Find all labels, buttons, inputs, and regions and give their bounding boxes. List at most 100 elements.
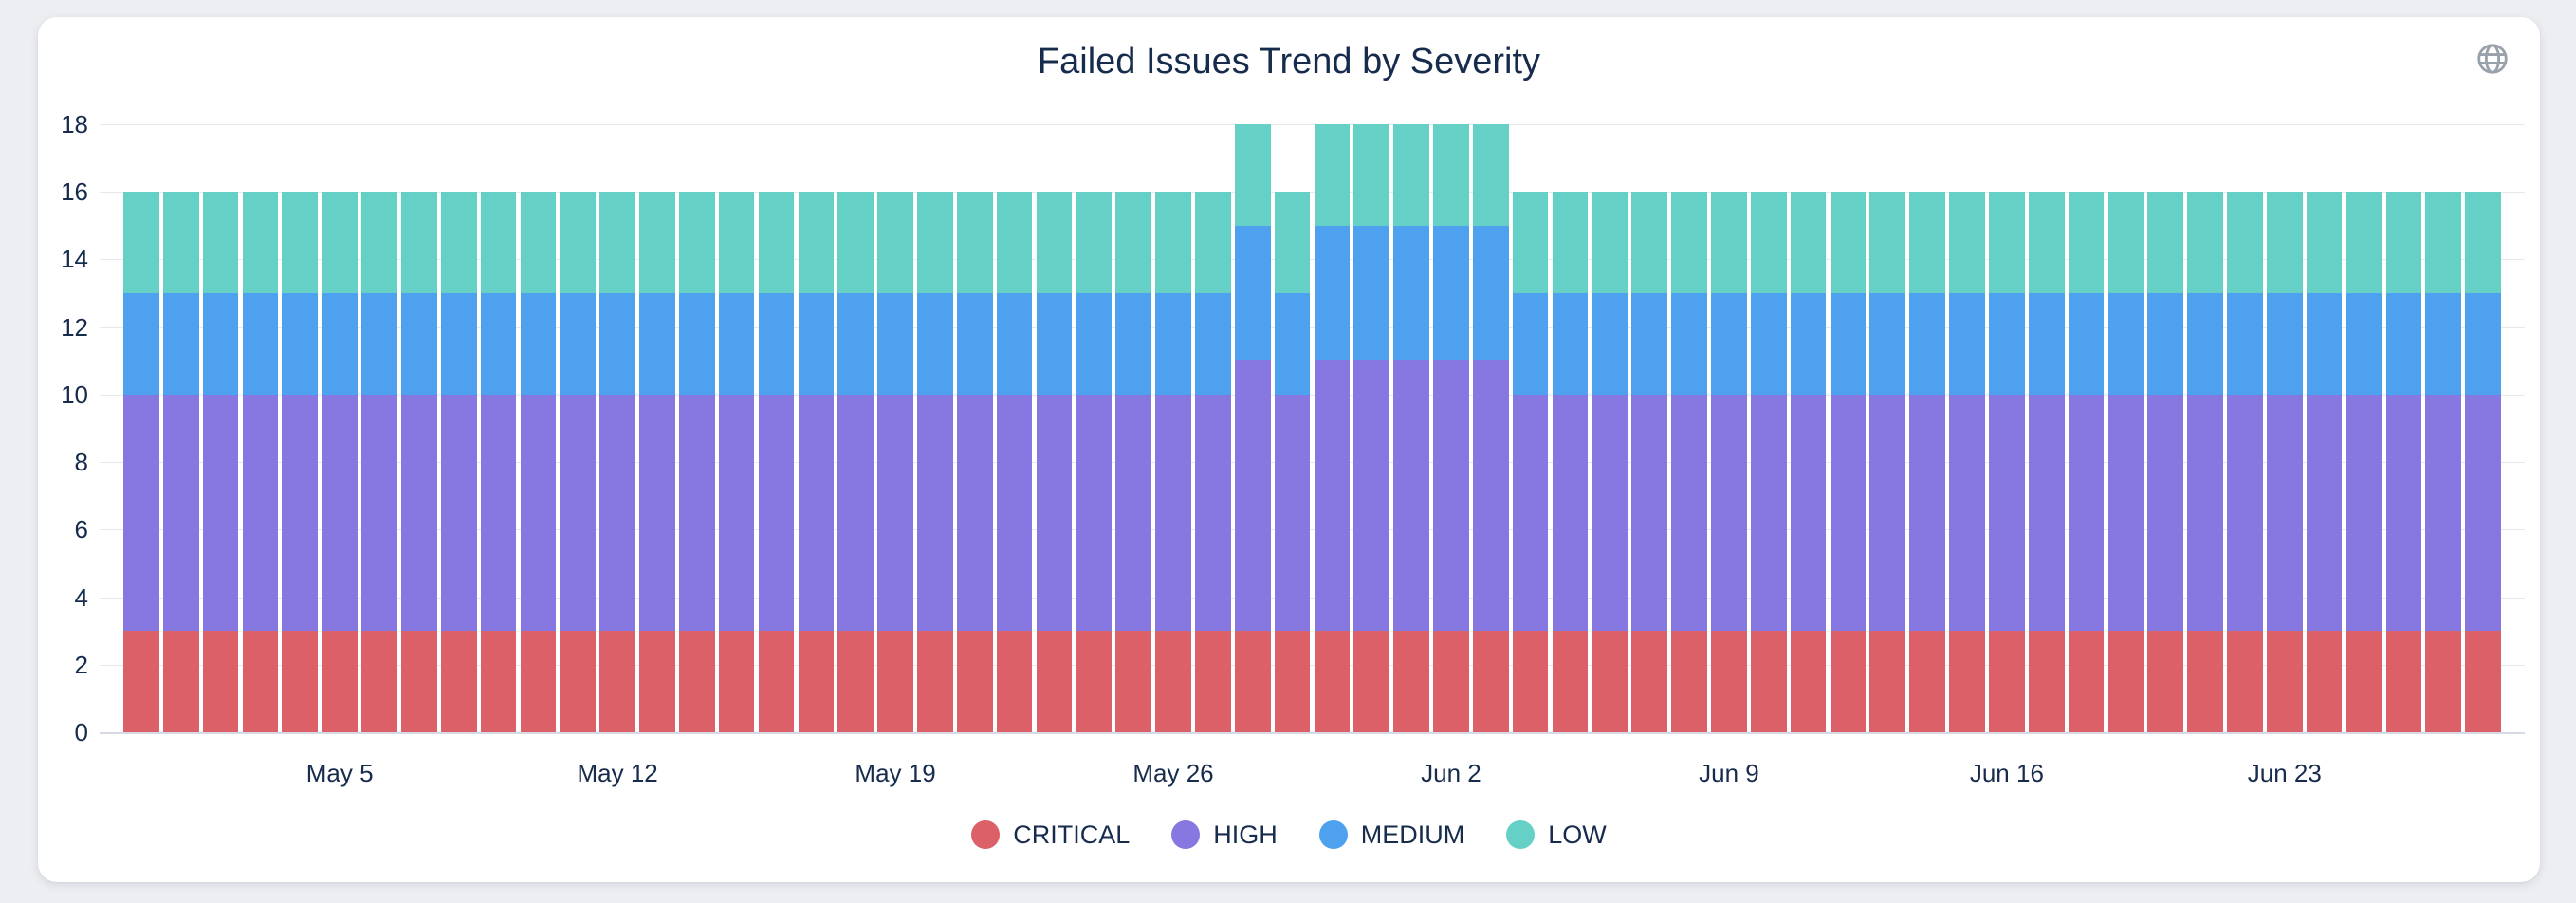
bar-segment-critical[interactable] <box>758 631 795 732</box>
bar-segment-medium[interactable] <box>282 293 319 395</box>
bar-jun-11[interactable] <box>1790 124 1827 732</box>
bar-segment-medium[interactable] <box>520 293 557 395</box>
bar-segment-medium[interactable] <box>1274 293 1311 395</box>
bar-jun-2[interactable] <box>1433 124 1469 732</box>
bar-segment-critical[interactable] <box>560 631 597 732</box>
bar-segment-low[interactable] <box>1314 124 1351 226</box>
bar-segment-low[interactable] <box>1711 192 1747 294</box>
bar-segment-critical[interactable] <box>1631 631 1668 732</box>
bar-segment-high[interactable] <box>282 394 319 632</box>
bar-segment-critical[interactable] <box>1869 631 1906 732</box>
bar-segment-medium[interactable] <box>1711 293 1747 395</box>
bar-segment-medium[interactable] <box>1036 293 1073 395</box>
bar-segment-critical[interactable] <box>956 631 993 732</box>
bar-segment-critical[interactable] <box>1433 631 1469 732</box>
bar-segment-medium[interactable] <box>1353 225 1390 361</box>
bar-segment-high[interactable] <box>1750 394 1787 632</box>
bar-segment-medium[interactable] <box>877 293 913 395</box>
bar-segment-low[interactable] <box>123 192 159 294</box>
bar-segment-high[interactable] <box>1949 394 1985 632</box>
bar-segment-critical[interactable] <box>639 631 675 732</box>
bar-segment-low[interactable] <box>162 192 199 294</box>
bar-segment-high[interactable] <box>2425 394 2462 632</box>
bar-segment-medium[interactable] <box>480 293 517 395</box>
bar-segment-low[interactable] <box>1155 192 1191 294</box>
bar-segment-critical[interactable] <box>202 631 239 732</box>
bar-jun-13[interactable] <box>1869 124 1906 732</box>
bar-segment-medium[interactable] <box>1592 293 1628 395</box>
bar-may-21[interactable] <box>956 124 993 732</box>
bar-segment-medium[interactable] <box>1393 225 1429 361</box>
bar-segment-high[interactable] <box>401 394 437 632</box>
bar-jun-26[interactable] <box>2385 124 2422 732</box>
bar-segment-medium[interactable] <box>1433 225 1469 361</box>
bar-segment-medium[interactable] <box>2187 293 2223 395</box>
bar-segment-low[interactable] <box>1036 192 1073 294</box>
bar-segment-critical[interactable] <box>1592 631 1628 732</box>
bar-may-25[interactable] <box>1115 124 1151 732</box>
bar-segment-critical[interactable] <box>1909 631 1945 732</box>
bar-segment-high[interactable] <box>718 394 755 632</box>
bar-segment-low[interactable] <box>1671 192 1707 294</box>
bar-segment-critical[interactable] <box>2266 631 2303 732</box>
bar-segment-critical[interactable] <box>520 631 557 732</box>
bar-segment-high[interactable] <box>798 394 835 632</box>
bar-segment-critical[interactable] <box>2425 631 2462 732</box>
bar-segment-high[interactable] <box>1989 394 2025 632</box>
bar-segment-low[interactable] <box>1552 192 1589 294</box>
bar-segment-low[interactable] <box>758 192 795 294</box>
bar-segment-medium[interactable] <box>2425 293 2462 395</box>
bar-segment-low[interactable] <box>361 192 397 294</box>
bar-segment-high[interactable] <box>1393 360 1429 632</box>
bar-segment-critical[interactable] <box>599 631 635 732</box>
bar-jun-23[interactable] <box>2266 124 2303 732</box>
bar-segment-critical[interactable] <box>1750 631 1787 732</box>
bar-segment-high[interactable] <box>2306 394 2343 632</box>
bar-segment-critical[interactable] <box>1512 631 1549 732</box>
bar-segment-critical[interactable] <box>123 631 159 732</box>
bar-may-24[interactable] <box>1076 124 1113 732</box>
bar-segment-medium[interactable] <box>2028 293 2065 395</box>
bar-segment-low[interactable] <box>2306 192 2343 294</box>
bar-may-30[interactable] <box>1314 124 1351 732</box>
bar-segment-low[interactable] <box>2465 192 2501 294</box>
bar-segment-critical[interactable] <box>1195 631 1231 732</box>
legend-item-high[interactable]: HIGH <box>1171 820 1278 849</box>
bar-segment-high[interactable] <box>560 394 597 632</box>
bar-may-14[interactable] <box>678 124 715 732</box>
bar-apr-30[interactable] <box>123 124 159 732</box>
bar-jun-7[interactable] <box>1631 124 1668 732</box>
bar-segment-low[interactable] <box>480 192 517 294</box>
bar-segment-medium[interactable] <box>1949 293 1985 395</box>
bar-segment-high[interactable] <box>1711 394 1747 632</box>
bar-may-9[interactable] <box>480 124 517 732</box>
bar-may-23[interactable] <box>1036 124 1073 732</box>
bar-jun-14[interactable] <box>1909 124 1945 732</box>
bar-segment-critical[interactable] <box>2385 631 2422 732</box>
bar-segment-high[interactable] <box>758 394 795 632</box>
bar-segment-medium[interactable] <box>322 293 358 395</box>
bar-segment-medium[interactable] <box>678 293 715 395</box>
bar-jun-19[interactable] <box>2107 124 2144 732</box>
bar-segment-high[interactable] <box>1869 394 1906 632</box>
bar-jun-6[interactable] <box>1592 124 1628 732</box>
bar-segment-high[interactable] <box>1036 394 1073 632</box>
bar-segment-low[interactable] <box>1115 192 1151 294</box>
bar-segment-high[interactable] <box>877 394 913 632</box>
bar-segment-medium[interactable] <box>1552 293 1589 395</box>
bar-may-3[interactable] <box>242 124 279 732</box>
bar-segment-critical[interactable] <box>917 631 953 732</box>
bar-segment-low[interactable] <box>1949 192 1985 294</box>
bar-segment-high[interactable] <box>2385 394 2422 632</box>
bar-segment-high[interactable] <box>1790 394 1827 632</box>
bar-segment-high[interactable] <box>242 394 279 632</box>
bar-segment-high[interactable] <box>1076 394 1113 632</box>
bar-may-31[interactable] <box>1353 124 1390 732</box>
bar-segment-critical[interactable] <box>678 631 715 732</box>
bar-segment-low[interactable] <box>520 192 557 294</box>
bar-segment-critical[interactable] <box>361 631 397 732</box>
bar-segment-high[interactable] <box>2187 394 2223 632</box>
bar-segment-critical[interactable] <box>1393 631 1429 732</box>
bar-segment-high[interactable] <box>678 394 715 632</box>
bar-may-1[interactable] <box>162 124 199 732</box>
